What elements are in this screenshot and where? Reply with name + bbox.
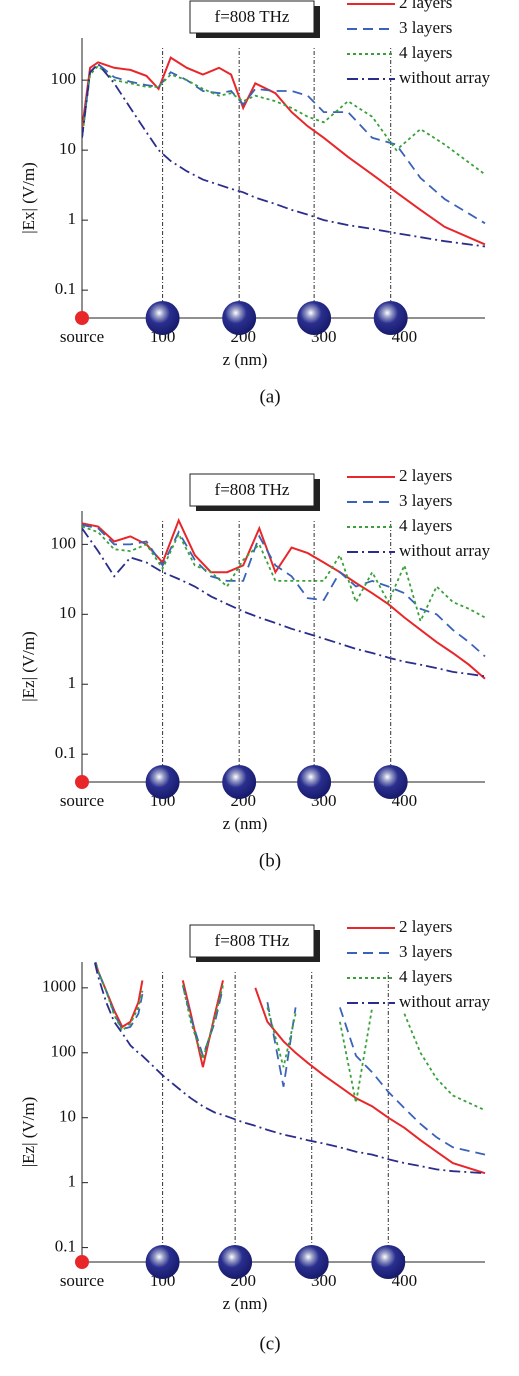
legend-label: without array	[399, 541, 491, 560]
sphere	[373, 765, 408, 799]
y-tick-label: 0.1	[55, 1236, 76, 1255]
chart-title: f=808 THz	[215, 931, 290, 950]
sphere	[145, 1245, 180, 1279]
sphere	[222, 765, 257, 799]
series-line	[94, 962, 486, 1112]
legend-label: 3 layers	[399, 491, 452, 510]
x-tick-label: source	[60, 1271, 104, 1290]
y-tick-label: 10	[59, 139, 76, 158]
source-dot	[75, 311, 89, 325]
sphere	[145, 765, 180, 799]
caption: (c)	[259, 1333, 280, 1354]
sphere	[218, 1245, 253, 1279]
caption: (b)	[259, 850, 281, 871]
series-line	[82, 62, 486, 225]
sphere	[294, 1245, 329, 1279]
y-axis-label: |Ex| (V/m)	[19, 162, 38, 234]
y-tick-label: 10	[59, 603, 76, 622]
sphere	[371, 1245, 406, 1279]
legend-label: 4 layers	[399, 516, 452, 535]
legend-label: 3 layers	[399, 18, 452, 37]
title-box	[189, 473, 315, 507]
y-tick-label: 100	[51, 69, 77, 88]
legend-label: 4 layers	[399, 967, 452, 986]
series-line	[93, 962, 486, 1175]
series-line	[82, 62, 486, 248]
y-axis-label: |Ez| (V/m)	[19, 1097, 38, 1168]
y-tick-label: 1	[68, 1172, 77, 1191]
sphere	[222, 301, 257, 335]
legend-label: 2 layers	[399, 466, 452, 485]
series-line	[82, 64, 486, 176]
x-tick-label: source	[60, 791, 104, 810]
y-tick-label: 1000	[42, 977, 76, 996]
legend-label: 2 layers	[399, 917, 452, 936]
source-dot	[75, 1255, 89, 1269]
legend-label: 4 layers	[399, 43, 452, 62]
y-tick-label: 1	[68, 673, 77, 692]
y-tick-label: 0.1	[55, 279, 76, 298]
source-dot	[75, 775, 89, 789]
plot-area	[82, 517, 486, 680]
sphere	[297, 765, 332, 799]
y-tick-label: 100	[51, 533, 77, 552]
series-line	[82, 525, 486, 624]
y-tick-label: 1	[68, 209, 77, 228]
y-tick-label: 10	[59, 1107, 76, 1126]
plot-area	[82, 56, 486, 248]
series-line	[82, 56, 486, 246]
x-axis-label: z (nm)	[223, 1294, 268, 1313]
sphere	[297, 301, 332, 335]
chart-title: f=808 THz	[215, 480, 290, 499]
legend-label: without array	[399, 68, 491, 87]
y-tick-label: 100	[51, 1042, 77, 1061]
sphere	[145, 301, 180, 335]
x-axis-label: z (nm)	[223, 350, 268, 369]
plot-area	[93, 962, 486, 1175]
x-tick-label: source	[60, 327, 104, 346]
sphere	[373, 301, 408, 335]
title-box	[189, 924, 315, 958]
title-box	[189, 0, 315, 34]
x-axis-label: z (nm)	[223, 814, 268, 833]
y-tick-label: 0.1	[55, 743, 76, 762]
chart-title: f=808 THz	[215, 7, 290, 26]
legend-label: without array	[399, 992, 491, 1011]
legend-label: 3 layers	[399, 942, 452, 961]
caption: (a)	[259, 386, 280, 407]
y-axis-label: |Ez| (V/m)	[19, 631, 38, 702]
legend-label: 2 layers	[399, 0, 452, 12]
